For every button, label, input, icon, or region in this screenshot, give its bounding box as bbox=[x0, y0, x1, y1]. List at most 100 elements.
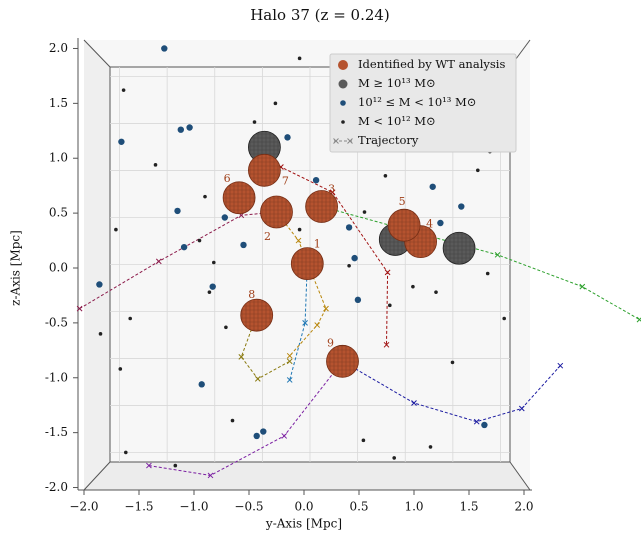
sphere-hatch bbox=[248, 131, 281, 164]
point bbox=[260, 428, 267, 435]
trajectory-marker bbox=[286, 358, 293, 365]
x-tick-label: −2.0 bbox=[69, 500, 98, 514]
pane-bottom bbox=[84, 462, 530, 490]
point bbox=[411, 284, 415, 289]
legend-marker bbox=[340, 100, 346, 106]
x-tick-label: −1.0 bbox=[179, 500, 208, 514]
point bbox=[240, 241, 247, 249]
x-tick-label: 0.0 bbox=[294, 500, 313, 514]
point bbox=[114, 227, 118, 232]
legend-marker bbox=[338, 60, 348, 70]
y-tick-label: -2.0 bbox=[45, 480, 68, 494]
point bbox=[221, 214, 228, 221]
legend-label: Identified by WT analysis bbox=[358, 57, 505, 71]
legend-marker bbox=[341, 120, 345, 124]
sphere-hatch bbox=[291, 247, 324, 280]
trajectory-marker bbox=[281, 433, 288, 439]
x-tick-label: 1.0 bbox=[404, 500, 423, 514]
trajectory bbox=[148, 360, 343, 476]
sphere-hatch bbox=[388, 209, 421, 242]
legend-label: 10¹² ≤ M < 10¹³ M⊙ bbox=[358, 95, 476, 109]
point bbox=[96, 281, 103, 288]
point-label: 4 bbox=[426, 218, 433, 231]
point bbox=[118, 367, 123, 371]
trajectory-marker bbox=[314, 322, 321, 328]
point-label: 2 bbox=[264, 230, 271, 243]
trajectory-marker bbox=[146, 462, 152, 469]
point bbox=[186, 124, 193, 131]
point bbox=[153, 163, 158, 167]
sphere-hatch bbox=[443, 232, 476, 265]
point bbox=[98, 332, 103, 336]
point bbox=[458, 203, 465, 210]
point bbox=[180, 243, 188, 251]
trajectory-marker bbox=[286, 377, 293, 383]
x-tick-label: 2.0 bbox=[514, 500, 533, 514]
legend-label: M ≥ 10¹³ M⊙ bbox=[358, 76, 436, 90]
trajectory-marker bbox=[636, 316, 641, 323]
point-label: 1 bbox=[314, 238, 321, 251]
point bbox=[230, 418, 235, 423]
trajectory-marker bbox=[207, 472, 214, 479]
edge bbox=[83, 461, 111, 491]
point bbox=[224, 325, 228, 330]
point bbox=[207, 290, 212, 294]
point bbox=[273, 101, 278, 106]
point-label: 8 bbox=[248, 288, 255, 301]
point bbox=[345, 224, 353, 231]
legend-marker bbox=[333, 138, 339, 144]
trajectory-marker bbox=[411, 400, 417, 406]
point bbox=[118, 138, 125, 145]
point bbox=[174, 207, 181, 215]
trajectory-marker bbox=[286, 352, 293, 359]
x-axis-label: y-Axis [Mpc] bbox=[265, 517, 342, 531]
trajectory-marker bbox=[254, 376, 261, 382]
point-label: 5 bbox=[399, 195, 406, 208]
point bbox=[124, 450, 128, 455]
point bbox=[362, 210, 367, 214]
point bbox=[252, 120, 257, 124]
pane-left bbox=[84, 40, 110, 490]
point-label: 9 bbox=[327, 336, 334, 349]
sphere-hatch bbox=[305, 190, 338, 223]
x-tick-label: 0.5 bbox=[349, 500, 368, 514]
point bbox=[197, 238, 202, 243]
point bbox=[351, 254, 358, 262]
point bbox=[481, 421, 488, 429]
point bbox=[177, 126, 184, 133]
point bbox=[437, 219, 444, 227]
y-tick-label: 0.5 bbox=[49, 206, 68, 220]
point bbox=[173, 463, 178, 468]
sphere-hatch bbox=[326, 345, 359, 378]
legend-marker bbox=[347, 138, 353, 144]
point bbox=[297, 227, 302, 232]
trajectory bbox=[342, 360, 561, 423]
plot-area: 1 2 3 4 5 6 7 8 9 bbox=[76, 45, 641, 479]
point bbox=[485, 271, 490, 276]
point bbox=[383, 174, 388, 178]
legend-label: Trajectory bbox=[358, 133, 419, 147]
point bbox=[198, 381, 205, 388]
point bbox=[203, 194, 207, 199]
point-label: 6 bbox=[224, 172, 231, 185]
point bbox=[253, 432, 260, 440]
legend-label: M < 10¹² M⊙ bbox=[358, 114, 436, 128]
y-axis-label: z-Axis [Mpc] bbox=[9, 230, 23, 306]
legend: Identified by WT analysis M ≥ 10¹³ M⊙ 10¹²… bbox=[329, 53, 517, 153]
y-tick-label: 1.5 bbox=[49, 96, 68, 110]
edge bbox=[509, 461, 531, 491]
point bbox=[212, 260, 216, 265]
trajectory-marker bbox=[383, 341, 390, 348]
trajectory-marker bbox=[295, 237, 302, 244]
point bbox=[476, 168, 480, 173]
y-tick-label: -1.5 bbox=[45, 425, 68, 439]
legend-box bbox=[329, 53, 517, 153]
point bbox=[434, 290, 438, 294]
point bbox=[128, 316, 132, 321]
point bbox=[284, 134, 291, 141]
point-label: 7 bbox=[282, 174, 289, 187]
edge bbox=[83, 39, 111, 68]
chart-title: Halo 37 (z = 0.24) bbox=[250, 6, 390, 24]
x-tick-label: −0.5 bbox=[234, 500, 263, 514]
